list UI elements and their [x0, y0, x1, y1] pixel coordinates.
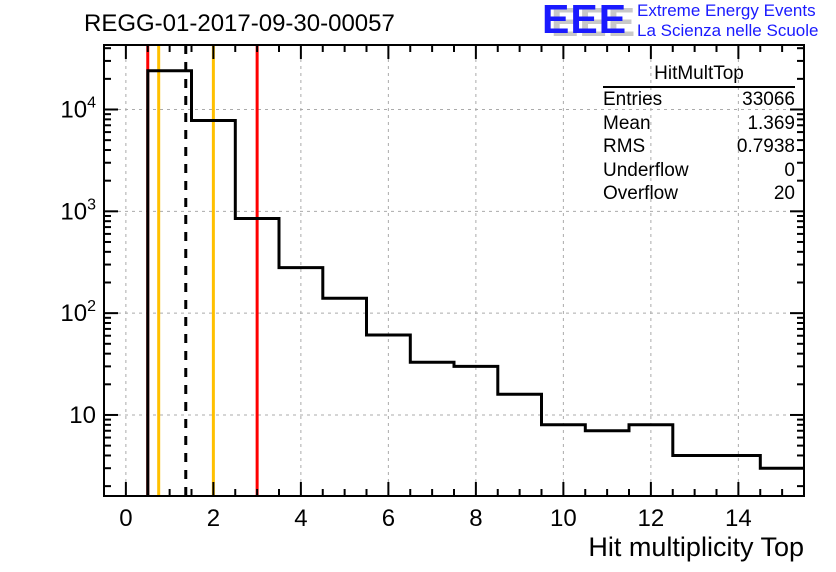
stat-value: 20 [773, 183, 795, 205]
stat-value: 33066 [742, 89, 795, 110]
x-tick-label: 8 [469, 505, 482, 532]
x-tick-label: 0 [119, 505, 132, 532]
stat-label: RMS [603, 136, 646, 158]
stats-row-overflow: Overflow 20 [603, 183, 795, 206]
x-tick-label: 4 [294, 505, 307, 532]
stat-label: Overflow [603, 183, 678, 205]
x-tick-label: 6 [382, 505, 395, 532]
x-tick-label: 10 [550, 505, 577, 532]
eee-logo: EEE Extreme Energy Events La Scienza nel… [540, 0, 836, 46]
stat-value: 0.7938 [736, 136, 795, 158]
y-tick-label: 10 [69, 402, 96, 429]
histogram-step-line [146, 69, 804, 496]
x-tick-label: 12 [638, 505, 665, 532]
eee-logo-line1: Extreme Energy Events [637, 1, 816, 20]
y-tick-label: 102 [60, 298, 96, 327]
stats-row-entries: Entries 33066 [603, 89, 795, 112]
stats-box-title: HitMultTop [603, 62, 795, 88]
gridlines [104, 45, 804, 496]
axis-ticks [104, 45, 804, 496]
stats-row-mean: Mean 1.369 [603, 113, 795, 136]
y-tick-label: 103 [60, 196, 96, 225]
stat-label: Entries [603, 89, 663, 110]
stats-row-underflow: Underflow 0 [603, 160, 795, 183]
stat-value: 0 [784, 159, 795, 181]
x-tick-label: 2 [207, 505, 220, 532]
stat-value: 1.369 [747, 112, 795, 134]
eee-logo-mark: EEE [542, 0, 628, 42]
x-tick-label: 14 [725, 505, 752, 532]
threshold-lines [146, 45, 259, 496]
eee-logo-line2: La Scienza nelle Scuole [637, 21, 819, 40]
stats-box: HitMultTop Entries 33066 Mean 1.369 RMS … [603, 62, 795, 206]
eee-logo-text: Extreme Energy Events La Scienza nelle S… [637, 1, 818, 41]
axis-labels: 0 2 4 6 8 10 12 14 10 102 103 104 Hit multiplicity T… [60, 95, 804, 562]
stat-label: Underflow [603, 159, 689, 181]
stats-row-rms: RMS 0.7938 [603, 136, 795, 159]
y-tick-label: 104 [60, 95, 96, 124]
x-axis-title: Hit multiplicity Top [588, 532, 804, 562]
stat-label: Mean [603, 112, 651, 134]
plot-title: REGG-01-2017-09-30-00057 [84, 10, 395, 37]
